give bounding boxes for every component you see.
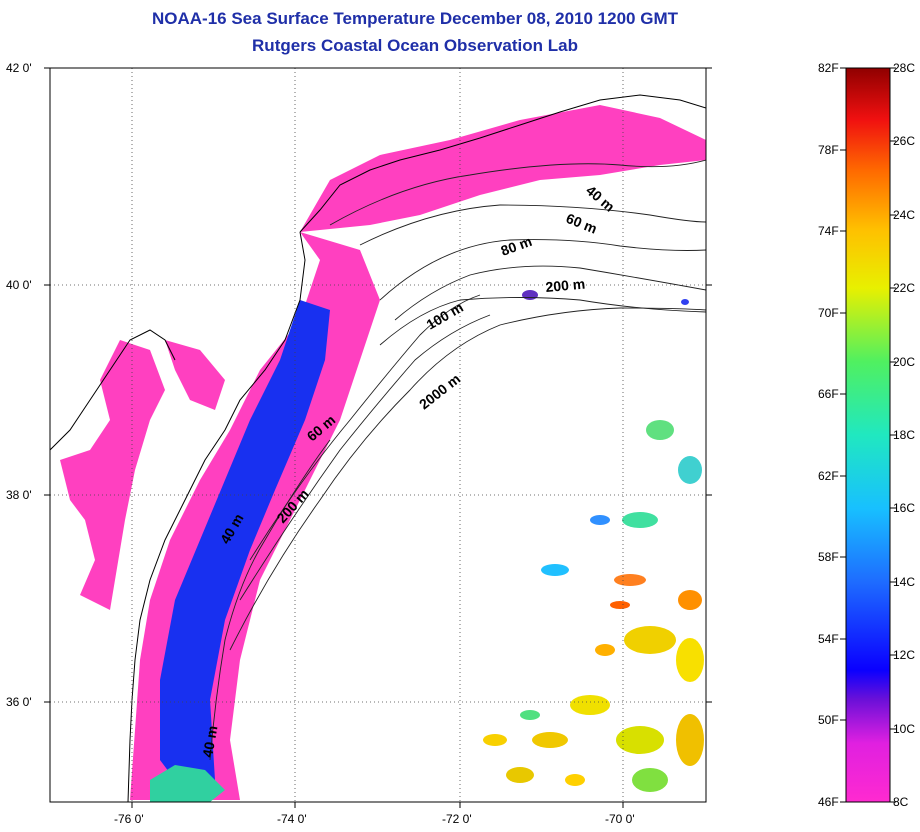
- lat-label: 42 0': [6, 61, 32, 75]
- lon-label: -74 0': [277, 812, 307, 826]
- colorbar-f-label: 58F: [818, 550, 839, 564]
- lat-label: 36 0': [6, 695, 32, 709]
- lon-label: -72 0': [442, 812, 472, 826]
- sst-offshore-patches: [483, 290, 704, 792]
- isobath-label: 40 m: [583, 182, 618, 215]
- colorbar-c-label: 22C: [893, 281, 916, 295]
- colorbar-f-label: 54F: [818, 632, 839, 646]
- colorbar-c-label: 12C: [893, 648, 916, 662]
- sst-delaware-bay: [165, 340, 225, 410]
- colorbar-c-label: 14C: [893, 575, 916, 589]
- sst-northern-shelf: [300, 105, 706, 232]
- colorbar-c-label: 10C: [893, 722, 916, 736]
- isobath-contours: [209, 159, 706, 761]
- colorbar-c-label: 26C: [893, 134, 916, 148]
- lon-label: -76 0': [114, 812, 144, 826]
- colorbar-f-label: 74F: [818, 224, 839, 238]
- colorbar-f-label: 46F: [818, 795, 839, 809]
- map-ticks: [44, 67, 712, 808]
- colorbar-f-label: 66F: [818, 387, 839, 401]
- colorbar-c-label: 16C: [893, 501, 916, 515]
- colorbar-c-label: 18C: [893, 428, 916, 442]
- colorbar-f-label: 78F: [818, 143, 839, 157]
- colorbar-c-label: 24C: [893, 208, 916, 222]
- isobath-label: 80 m: [499, 233, 534, 259]
- sst-warm-inshore: [150, 765, 225, 802]
- colorbar-f-label: 70F: [818, 306, 839, 320]
- colorbar-f-label: 50F: [818, 713, 839, 727]
- colorbar-c-label: 28C: [893, 61, 916, 75]
- lat-label: 40 0': [6, 278, 32, 292]
- colorbar-f-label: 62F: [818, 469, 839, 483]
- map-frame: [49, 67, 707, 803]
- coastline: [50, 94, 706, 802]
- graticule: [50, 68, 706, 802]
- sst-cool-core: [160, 300, 330, 800]
- colorbar-f-label: 82F: [818, 61, 839, 75]
- map-subtitle: Rutgers Coastal Ocean Observation Lab: [252, 36, 578, 55]
- sst-chesapeake-bay: [60, 340, 165, 610]
- lat-label: 38 0': [6, 488, 32, 502]
- colorbar: [845, 67, 891, 803]
- map-title: NOAA-16 Sea Surface Temperature December…: [152, 9, 678, 28]
- lon-label: -70 0': [605, 812, 635, 826]
- colorbar-ticks: [840, 67, 896, 803]
- isobath-label: 200 m: [545, 276, 586, 295]
- colorbar-c-label: 8C: [893, 795, 909, 809]
- isobath-label: 100 m: [424, 299, 466, 333]
- isobath-label: 60 m: [564, 210, 600, 237]
- isobath-label: 40 m: [199, 724, 220, 758]
- colorbar-c-label: 20C: [893, 355, 916, 369]
